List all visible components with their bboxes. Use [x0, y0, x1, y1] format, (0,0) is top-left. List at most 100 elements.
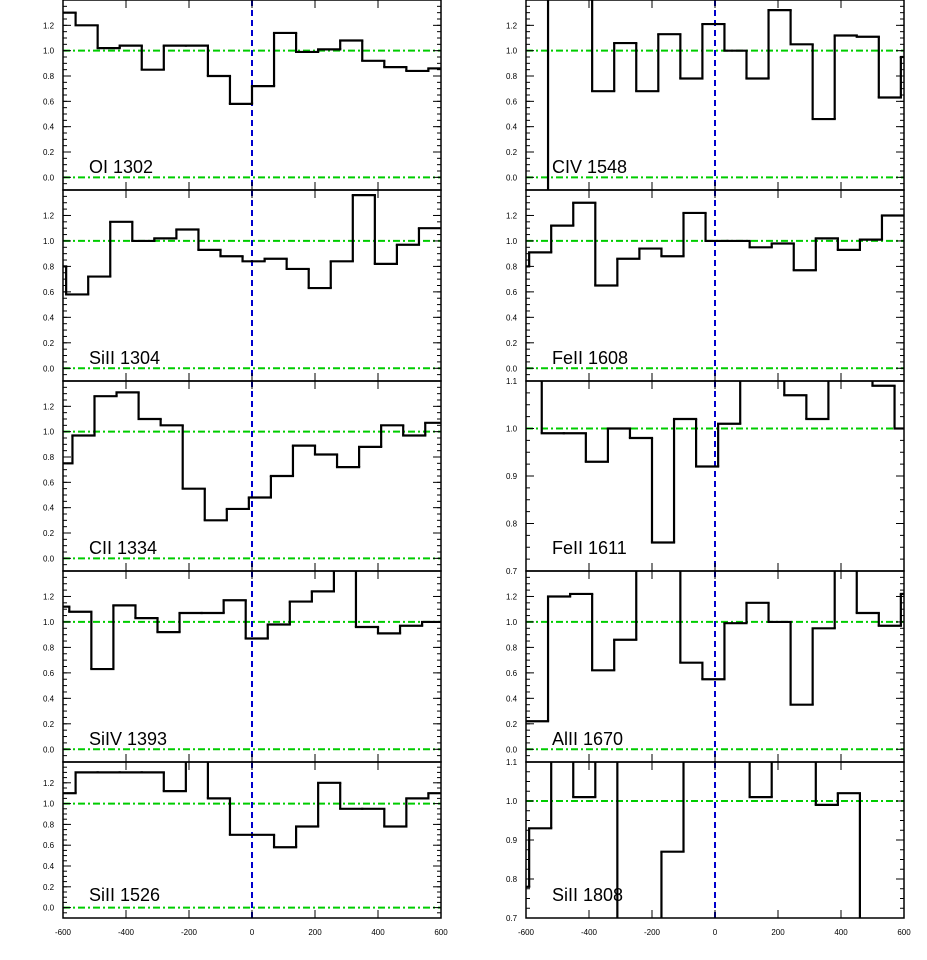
- x-tick-label: 0: [250, 928, 255, 937]
- y-tick-label: 0.0: [43, 364, 55, 373]
- y-tick-label: 0.8: [43, 820, 55, 829]
- line-label: SiII 1304: [89, 348, 160, 368]
- y-tick-label: 0.2: [43, 720, 55, 729]
- y-tick-label: 1.0: [43, 618, 55, 627]
- plot-area: [63, 0, 441, 190]
- y-tick-label: 0.8: [43, 643, 55, 652]
- y-tick-label: 0.6: [43, 669, 55, 678]
- y-tick-label: 0.6: [506, 669, 518, 678]
- panel: 0.7 0.8 0.9 1.0 1.1 -600 -400 -200 0 200 400 600 SiI…: [506, 758, 911, 937]
- y-tick-label: 0.9: [506, 836, 518, 845]
- y-tick-label: 1.2: [506, 592, 518, 601]
- y-tick-label: 0.6: [43, 97, 55, 106]
- y-tick-label: 1.2: [43, 592, 55, 601]
- y-tick-label: 0.8: [506, 520, 518, 529]
- y-tick-label: 0.2: [43, 883, 55, 892]
- plot-area: [526, 190, 904, 381]
- panel: 0.0 0.2 0.4 0.6 0.8 1.0 1.2 -600 -400 -200 0 200 400…: [43, 761, 448, 937]
- y-tick-label: 0.0: [43, 173, 55, 182]
- line-label: OI 1302: [89, 157, 153, 177]
- y-tick-label: 0.4: [506, 694, 518, 703]
- x-tick-label: 600: [434, 928, 448, 937]
- y-tick-label: 0.6: [43, 478, 55, 487]
- line-label: SiII 1808: [552, 885, 623, 905]
- y-tick-label: 1.0: [506, 237, 518, 246]
- panel: 0.0 0.2 0.4 0.6 0.8 1.0 1.2 SiIV 1393: [43, 570, 442, 763]
- y-tick-label: 0.2: [506, 720, 518, 729]
- y-tick-label: 0.8: [506, 72, 518, 81]
- line-label: FeII 1608: [552, 348, 628, 368]
- y-tick-label: 0.4: [43, 694, 55, 703]
- y-tick-label: 0.8: [506, 643, 518, 652]
- y-tick-label: 0.7: [506, 914, 518, 923]
- y-tick-label: 0.6: [506, 288, 518, 297]
- line-label: SiII 1526: [89, 885, 160, 905]
- y-tick-label: 0.4: [43, 313, 55, 322]
- plot-area: [526, 762, 904, 918]
- y-tick-label: 1.0: [43, 47, 55, 56]
- y-tick-label: 0.2: [506, 148, 518, 157]
- y-tick-label: 1.2: [43, 402, 55, 411]
- panel: 0.0 0.2 0.4 0.6 0.8 1.0 1.2 FeII 1608: [506, 189, 905, 382]
- x-tick-label: 200: [308, 928, 322, 937]
- x-tick-label: -400: [118, 928, 135, 937]
- y-tick-label: 0.4: [43, 504, 55, 513]
- x-tick-label: 0: [713, 928, 718, 937]
- y-tick-label: 0.2: [43, 148, 55, 157]
- y-tick-label: 0.8: [506, 262, 518, 271]
- y-tick-label: 0.4: [506, 123, 518, 132]
- plot-area: [526, 571, 904, 762]
- panel: 0.0 0.2 0.4 0.6 0.8 1.0 1.2 CII 1334: [43, 380, 442, 572]
- x-tick-label: -600: [518, 928, 535, 937]
- y-tick-label: 0.8: [43, 72, 55, 81]
- plot-area: [63, 571, 441, 762]
- y-tick-label: 0.7: [506, 567, 518, 576]
- y-tick-label: 1.0: [43, 237, 55, 246]
- panel: 0.0 0.2 0.4 0.6 0.8 1.0 1.2 SiII 1304: [43, 189, 442, 382]
- y-tick-label: 0.8: [43, 262, 55, 271]
- y-tick-label: 1.2: [43, 211, 55, 220]
- panel: 0.0 0.2 0.4 0.6 0.8 1.0 1.2 AlII 1670: [506, 570, 905, 763]
- y-tick-label: 0.6: [43, 841, 55, 850]
- y-tick-label: 0.2: [506, 339, 518, 348]
- y-tick-label: 0.0: [506, 364, 518, 373]
- line-label: SiIV 1393: [89, 729, 167, 749]
- y-tick-label: 0.4: [506, 313, 518, 322]
- y-tick-label: 1.0: [506, 797, 518, 806]
- y-tick-label: 0.0: [43, 904, 55, 913]
- plot-area: [63, 190, 441, 381]
- y-tick-label: 0.0: [506, 745, 518, 754]
- x-tick-label: -600: [55, 928, 72, 937]
- y-tick-label: 1.2: [43, 21, 55, 30]
- y-tick-label: 0.8: [43, 453, 55, 462]
- panel: 0.7 0.8 0.9 1.0 1.1 FeII 1611: [506, 377, 905, 576]
- y-tick-label: 0.0: [43, 745, 55, 754]
- y-tick-label: 0.4: [43, 123, 55, 132]
- y-tick-label: 1.0: [506, 425, 518, 434]
- line-label: CIV 1548: [552, 157, 627, 177]
- y-tick-label: 0.6: [506, 97, 518, 106]
- y-tick-label: 0.0: [43, 554, 55, 563]
- y-tick-label: 0.8: [506, 875, 518, 884]
- y-tick-label: 0.4: [43, 862, 55, 871]
- x-tick-label: -200: [644, 928, 661, 937]
- y-tick-label: 0.2: [43, 339, 55, 348]
- plot-area: [63, 381, 441, 571]
- plot-area: [63, 762, 441, 918]
- panel: 0.0 0.2 0.4 0.6 0.8 1.0 1.2 OI 1302: [43, 0, 442, 191]
- y-tick-label: 1.1: [506, 377, 518, 386]
- plot-area: [526, 0, 904, 190]
- y-tick-label: 1.1: [506, 758, 518, 767]
- y-tick-label: 1.0: [43, 800, 55, 809]
- x-tick-label: -400: [581, 928, 598, 937]
- y-tick-label: 0.2: [43, 529, 55, 538]
- line-label: FeII 1611: [552, 538, 627, 558]
- y-tick-label: 0.9: [506, 472, 518, 481]
- y-tick-label: 1.2: [506, 21, 518, 30]
- x-tick-label: -200: [181, 928, 198, 937]
- line-label: CII 1334: [89, 538, 157, 558]
- y-tick-label: 1.0: [506, 618, 518, 627]
- x-tick-label: 400: [371, 928, 385, 937]
- x-tick-label: 400: [834, 928, 848, 937]
